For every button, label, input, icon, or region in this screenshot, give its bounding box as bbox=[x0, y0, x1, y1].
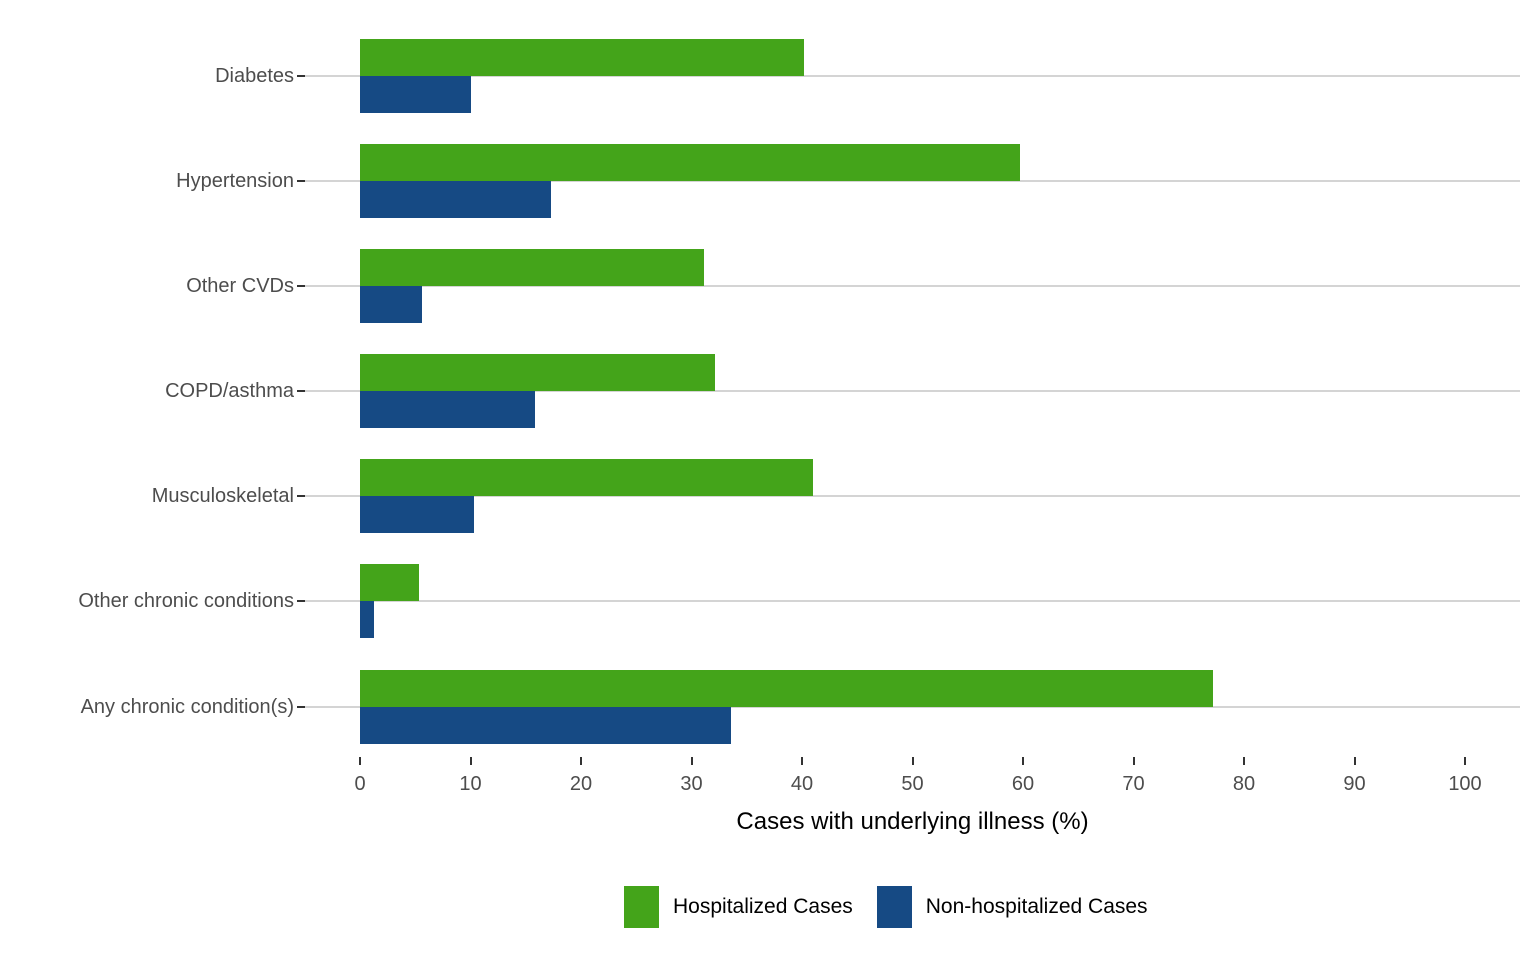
x-tick-label-80: 80 bbox=[1232, 773, 1256, 795]
x-tick-label-30: 30 bbox=[680, 773, 703, 795]
legend-label-non-hospitalized: Non-hospitalized Cases bbox=[925, 895, 1148, 918]
bar-hospitalized-cases-any-chronic-condition-s bbox=[360, 669, 1214, 707]
y-tick-label-copd-asthma: COPD/asthma bbox=[165, 380, 294, 402]
bar-hospitalized-cases-hypertension bbox=[360, 143, 1020, 181]
y-tick-label-other-cvds: Other CVDs bbox=[186, 274, 294, 297]
x-tick-mark-100 bbox=[1464, 757, 1466, 765]
x-tick-label-90: 90 bbox=[1343, 773, 1366, 795]
x-tick-mark-0 bbox=[359, 757, 361, 765]
legend-swatch-non-hospitalized bbox=[876, 886, 912, 928]
bar-hospitalized-cases-diabetes bbox=[360, 38, 805, 76]
y-tick-mark-hypertension bbox=[297, 179, 305, 182]
bar-hospitalized-cases-musculoskeletal bbox=[360, 459, 814, 497]
legend-swatch-hospitalized bbox=[624, 886, 659, 928]
bar-non-hospitalized-cases-other-chronic-conditions bbox=[360, 601, 375, 639]
y-tick-label-other-chronic-conditions: Other chronic conditions bbox=[78, 590, 294, 613]
bar-hospitalized-cases-other-cvds bbox=[360, 248, 704, 286]
bar-non-hospitalized-cases-musculoskeletal bbox=[360, 496, 474, 534]
y-tick-label-any-chronic-condition-s: Any chronic condition(s) bbox=[80, 695, 294, 718]
x-tick-mark-90 bbox=[1353, 757, 1356, 765]
category-gridline-copd-asthma bbox=[305, 390, 1520, 392]
x-axis-title: Cases with underlying illness (%) bbox=[736, 808, 1089, 835]
x-tick-label-50: 50 bbox=[901, 773, 924, 795]
category-gridline-other-cvds bbox=[305, 284, 1520, 287]
x-tick-label-0: 0 bbox=[354, 773, 366, 795]
y-tick-label-hypertension: Hypertension bbox=[176, 169, 294, 192]
category-gridline-other-chronic-conditions bbox=[305, 600, 1520, 603]
x-tick-mark-70 bbox=[1132, 757, 1135, 765]
x-tick-label-70: 70 bbox=[1122, 773, 1145, 795]
bar-non-hospitalized-cases-copd-asthma bbox=[360, 391, 535, 428]
x-tick-label-10: 10 bbox=[459, 773, 482, 795]
bar-non-hospitalized-cases-hypertension bbox=[360, 180, 552, 218]
bar-non-hospitalized-cases-other-cvds bbox=[360, 285, 422, 323]
bar-hospitalized-cases-other-chronic-conditions bbox=[360, 564, 419, 602]
x-tick-label-100: 100 bbox=[1448, 773, 1482, 795]
y-tick-mark-diabetes bbox=[297, 74, 305, 77]
category-gridline-any-chronic-condition-s bbox=[305, 705, 1520, 708]
y-tick-mark-any-chronic-condition-s bbox=[297, 705, 305, 708]
y-tick-label-diabetes: Diabetes bbox=[215, 64, 294, 87]
x-tick-mark-50 bbox=[911, 757, 914, 765]
y-tick-mark-copd-asthma bbox=[297, 390, 305, 392]
x-tick-mark-60 bbox=[1022, 757, 1024, 765]
x-tick-mark-40 bbox=[801, 757, 803, 765]
legend-label-hospitalized: Hospitalized Cases bbox=[673, 895, 853, 918]
x-tick-mark-20 bbox=[580, 757, 582, 765]
category-gridline-hypertension bbox=[305, 179, 1520, 182]
x-tick-label-40: 40 bbox=[790, 773, 814, 795]
y-tick-mark-other-cvds bbox=[297, 284, 305, 287]
category-gridline-diabetes bbox=[305, 74, 1520, 77]
y-tick-label-musculoskeletal: Musculoskeletal bbox=[151, 485, 294, 508]
category-gridline-musculoskeletal bbox=[305, 495, 1520, 498]
y-tick-mark-musculoskeletal bbox=[297, 495, 305, 498]
legend-item-non-hospitalized: Non-hospitalized Cases bbox=[876, 886, 1148, 928]
x-tick-label-20: 20 bbox=[569, 773, 593, 795]
bar-non-hospitalized-cases-any-chronic-condition-s bbox=[360, 706, 732, 744]
bar-hospitalized-cases-copd-asthma bbox=[360, 354, 715, 391]
x-tick-mark-10 bbox=[469, 757, 472, 765]
legend: Hospitalized Cases Non-hospitalized Case… bbox=[624, 886, 1148, 928]
x-tick-mark-30 bbox=[690, 757, 693, 765]
x-tick-label-60: 60 bbox=[1011, 773, 1035, 795]
x-tick-mark-80 bbox=[1243, 757, 1245, 765]
legend-item-hospitalized: Hospitalized Cases bbox=[624, 886, 853, 928]
y-tick-mark-other-chronic-conditions bbox=[297, 600, 305, 603]
bar-non-hospitalized-cases-diabetes bbox=[360, 75, 471, 113]
